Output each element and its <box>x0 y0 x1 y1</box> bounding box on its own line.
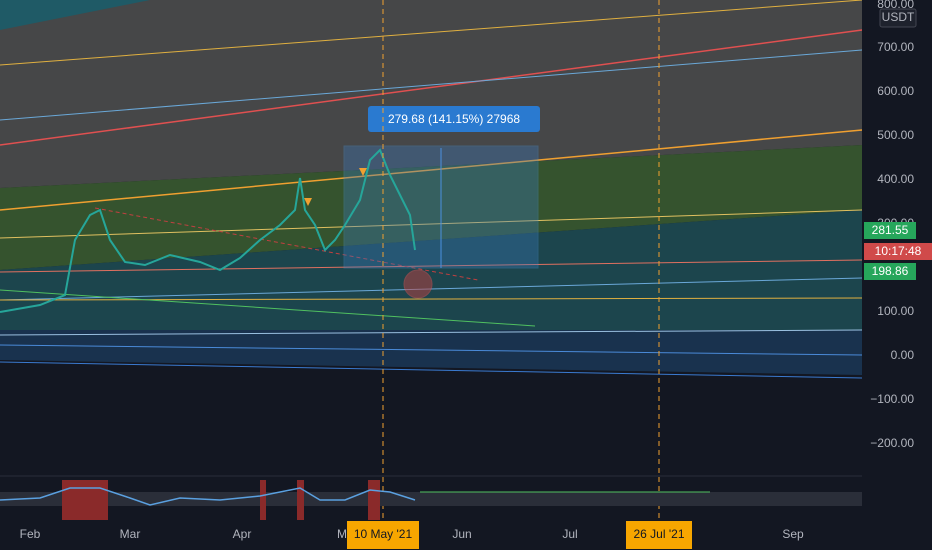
time-label: Jul <box>562 527 577 541</box>
indicator-highlight <box>297 480 304 520</box>
currency: USDT <box>882 10 915 24</box>
indicator-band <box>0 492 862 506</box>
time-label: Jun <box>452 527 471 541</box>
indicator-highlight <box>62 480 108 520</box>
trend-line <box>0 344 863 356</box>
measure-label: 279.68 (141.15%) 27968 <box>388 112 520 126</box>
time-label: Sep <box>782 527 804 541</box>
price-label: −200.00 <box>870 436 914 450</box>
trend-line <box>94 207 479 281</box>
trend-line <box>0 289 536 327</box>
price-tag <box>864 263 916 280</box>
time-label: Feb <box>20 527 41 541</box>
price-label: 400.00 <box>877 172 914 186</box>
price-labels: 800.00700.00600.00500.00400.00300.00100.… <box>870 0 914 450</box>
countdown-tag <box>864 243 932 260</box>
price-label: −100.00 <box>870 392 914 406</box>
trend-line <box>0 209 863 239</box>
indicator-line <box>0 487 416 506</box>
time-highlight <box>347 521 419 549</box>
price-tag-text: 281.55 <box>872 223 909 237</box>
price-label: 0.00 <box>891 348 915 362</box>
trend-line <box>0 329 863 336</box>
zone-green <box>0 145 862 270</box>
trend-line <box>0 29 863 146</box>
currency-badge <box>879 8 917 28</box>
price-tag-text: 198.86 <box>872 264 909 278</box>
measure-label-bg <box>368 106 540 132</box>
price-label: 500.00 <box>877 128 914 142</box>
time-highlight-text: 26 Jul '21 <box>634 527 685 541</box>
countdown-text: 10:17:48 <box>875 244 922 258</box>
price-label: 600.00 <box>877 84 914 98</box>
trend-line <box>0 129 863 211</box>
trend-line <box>0 49 863 121</box>
time-label: Apr <box>233 527 252 541</box>
marker <box>304 198 312 206</box>
price-label: 700.00 <box>877 40 914 54</box>
circle-marker <box>403 269 433 299</box>
time-highlight <box>626 521 692 549</box>
time-highlight-text: 10 May '21 <box>354 527 413 541</box>
indicator-highlight <box>368 480 380 520</box>
marker <box>359 168 367 176</box>
price-label: 100.00 <box>877 304 914 318</box>
time-label: Mar <box>120 527 141 541</box>
trend-line <box>0 259 863 273</box>
zone-teal-top <box>0 0 150 30</box>
trend-line <box>0 0 863 66</box>
indicator-highlight <box>260 480 266 520</box>
zone-blue <box>0 330 862 375</box>
time-label: M <box>337 527 347 541</box>
trend-line <box>0 361 863 379</box>
zone-gray <box>0 0 862 188</box>
price-label: 800.00 <box>877 0 914 11</box>
price-path <box>0 148 416 313</box>
price-tag <box>864 222 916 239</box>
